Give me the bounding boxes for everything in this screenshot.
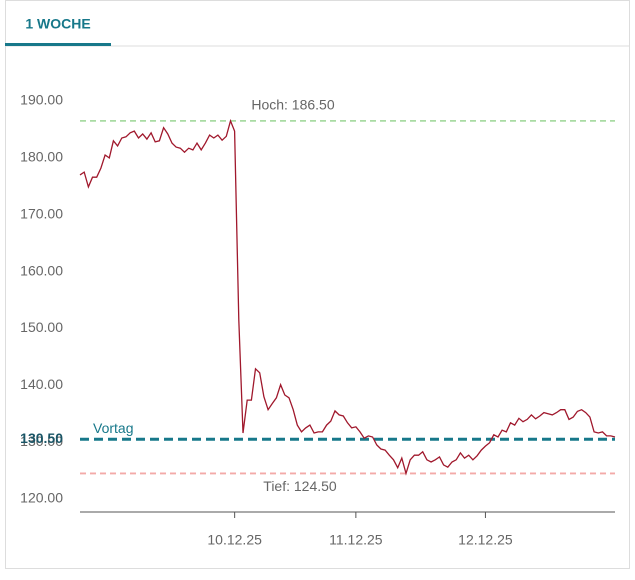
reference-value-label: 130.50 bbox=[20, 430, 63, 446]
y-tick-label: 150.00 bbox=[20, 319, 63, 335]
y-tick-label: 180.00 bbox=[20, 149, 63, 165]
x-tick-label: 11.12.25 bbox=[329, 532, 383, 548]
reference-label: Hoch: 186.50 bbox=[251, 97, 334, 113]
x-tick-label: 12.12.25 bbox=[458, 532, 513, 548]
reference-label: Tief: 124.50 bbox=[263, 478, 337, 494]
y-tick-label: 130.00 bbox=[20, 433, 63, 449]
y-tick-label: 190.00 bbox=[20, 92, 63, 108]
y-tick-label: 160.00 bbox=[20, 262, 63, 278]
y-tick-label: 140.00 bbox=[20, 376, 63, 392]
price-line bbox=[79, 118, 616, 476]
tab[interactable]: 1 WOCHE bbox=[25, 16, 90, 32]
y-tick-label: 170.00 bbox=[20, 205, 63, 221]
x-tick-label: 10.12.25 bbox=[207, 532, 262, 548]
tab-underline bbox=[5, 43, 111, 46]
y-tick-label: 120.00 bbox=[20, 490, 63, 506]
reference-label: Vortag bbox=[93, 420, 133, 436]
